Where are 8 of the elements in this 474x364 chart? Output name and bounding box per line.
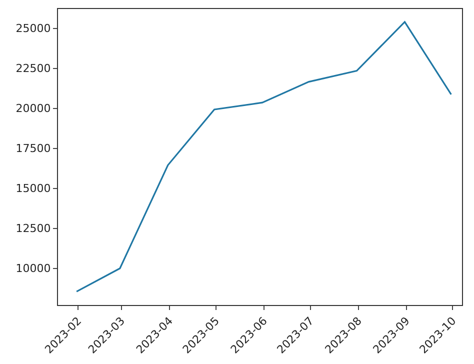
y-tick-label: 25000 [16, 22, 51, 36]
y-tick-label: 20000 [16, 102, 51, 116]
line-series [76, 21, 452, 292]
y-tick-label: 15000 [16, 182, 51, 196]
y-tick-label: 17500 [16, 142, 51, 156]
y-tick-label: 12500 [16, 222, 51, 236]
y-tick-label: 10000 [16, 262, 51, 276]
y-tick-label: 22500 [16, 62, 51, 76]
